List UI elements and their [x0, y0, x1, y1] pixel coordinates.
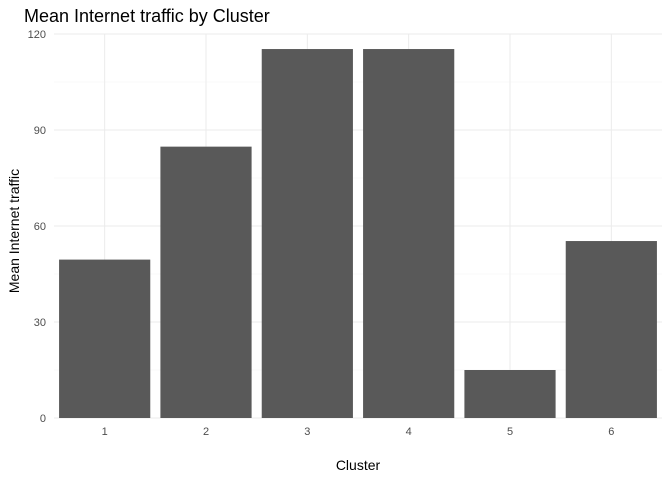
- bar-cluster-5: [464, 370, 556, 418]
- bar-cluster-4: [363, 49, 455, 418]
- y-tick-label: 60: [34, 221, 46, 233]
- y-tick-label: 90: [34, 125, 46, 137]
- bar-cluster-3: [261, 49, 353, 418]
- x-tick-label: 1: [102, 426, 108, 438]
- y-tick-label: 30: [34, 317, 46, 329]
- bar-cluster-6: [565, 241, 657, 418]
- y-tick-label: 0: [40, 413, 46, 425]
- x-axis-tick-labels: 1 2 3 4 5 6: [102, 426, 615, 438]
- x-tick-label: 6: [608, 426, 614, 438]
- y-axis-tick-labels: 0 30 60 90 120: [28, 29, 46, 425]
- bars: [59, 49, 657, 418]
- bar-cluster-2: [160, 146, 252, 418]
- x-axis-title: Cluster: [336, 457, 381, 473]
- x-tick-label: 2: [203, 426, 209, 438]
- bar-cluster-1: [59, 259, 151, 418]
- chart-title: Mean Internet traffic by Cluster: [24, 6, 270, 26]
- y-tick-label: 120: [28, 29, 46, 41]
- y-axis-title: Mean Internet traffic: [6, 169, 22, 293]
- x-tick-label: 4: [406, 426, 412, 438]
- x-tick-label: 5: [507, 426, 513, 438]
- x-tick-label: 3: [304, 426, 310, 438]
